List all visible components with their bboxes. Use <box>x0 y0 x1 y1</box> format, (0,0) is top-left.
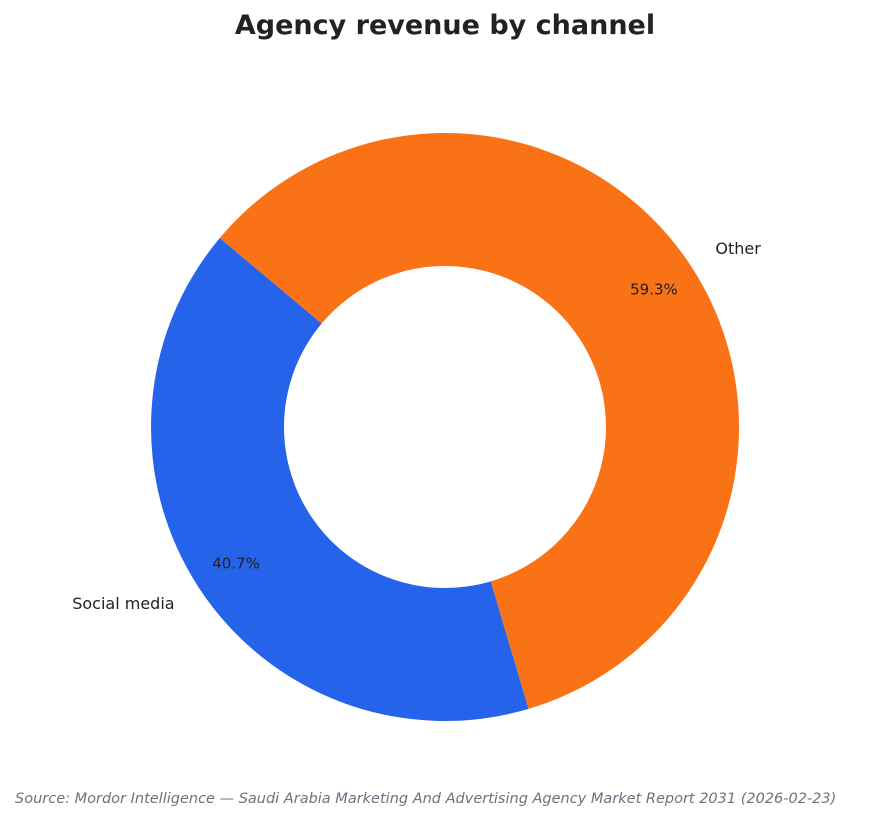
slice-percent-social-media: 40.7% <box>212 555 260 573</box>
chart-title: Agency revenue by channel <box>234 10 656 41</box>
donut-slice-other <box>219 132 740 709</box>
slice-percent-other: 59.3% <box>630 280 678 298</box>
slice-label-social-media: Social media <box>72 594 174 613</box>
source-note: Source: Mordor Intelligence — Saudi Arab… <box>15 791 837 807</box>
donut-slice-social-media <box>151 238 529 721</box>
slice-label-other: Other <box>715 239 761 258</box>
